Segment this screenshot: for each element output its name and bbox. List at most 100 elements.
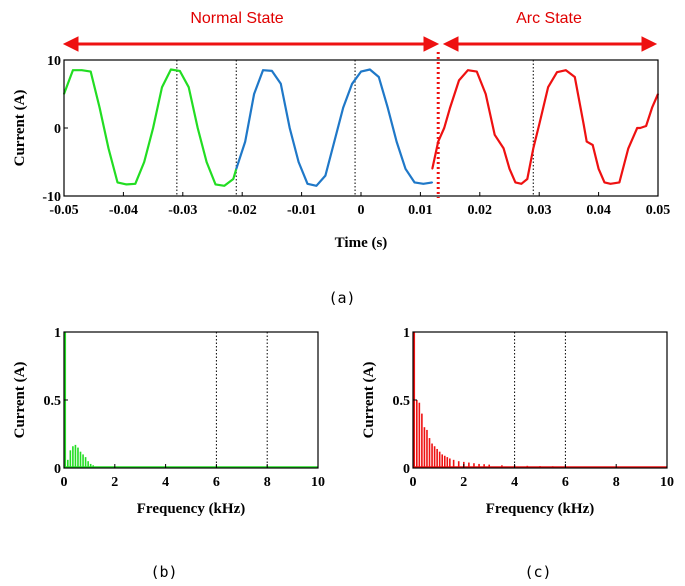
y-tick-label: 0 (403, 462, 410, 477)
data-point (547, 86, 549, 88)
data-point (582, 123, 585, 126)
y-axis-label: Current (A) (12, 362, 28, 439)
data-point (484, 93, 487, 95)
y-tick-label: 10 (47, 54, 61, 69)
data-point (514, 181, 517, 184)
series-line-arc_red (431, 69, 660, 185)
series-line-normal_green (62, 68, 238, 187)
data-point (72, 69, 74, 71)
x-tick-label: 0.01 (408, 203, 433, 218)
arc-state-label: Arc State (516, 10, 582, 27)
data-point (502, 147, 505, 150)
data-point (232, 178, 235, 180)
y-tick-label: -10 (42, 190, 61, 205)
data-point (223, 185, 226, 187)
data-point (152, 127, 154, 129)
x-tick-label: 0.02 (468, 203, 493, 218)
data-point (116, 181, 119, 184)
data-point (413, 181, 416, 184)
plot-frame (412, 331, 668, 469)
x-axis-label: Time (s) (335, 235, 388, 251)
data-point (636, 127, 639, 129)
y-axis-label: Current (A) (12, 90, 28, 167)
data-point (526, 178, 529, 180)
data-point (476, 70, 478, 73)
x-tick-label: 6 (213, 475, 220, 490)
data-point (431, 168, 434, 170)
data-point (235, 168, 238, 170)
x-tick-label: 6 (562, 475, 569, 490)
data-point (306, 182, 309, 185)
data-point (386, 106, 389, 109)
data-point (134, 182, 137, 185)
data-point (262, 69, 264, 71)
data-point (143, 161, 145, 163)
data-point (244, 140, 246, 143)
data-point (520, 182, 523, 185)
plot-frame (63, 331, 319, 469)
y-tick-label: 1 (54, 326, 61, 341)
data-point (196, 127, 199, 129)
x-tick-label: 4 (162, 475, 169, 490)
data-point (98, 106, 101, 109)
data-point (538, 123, 540, 126)
data-point (297, 161, 300, 163)
data-point (585, 140, 588, 143)
x-tick-label: -0.05 (49, 203, 78, 218)
x-tick-label: -0.01 (287, 203, 316, 218)
data-point (315, 185, 318, 187)
x-tick-label: 0 (410, 475, 417, 490)
data-point (493, 134, 496, 136)
x-axis-label: Frequency (kHz) (486, 501, 594, 517)
data-point (280, 83, 282, 85)
series-line-normal_blue (235, 68, 433, 187)
panel-c-label: (c) (524, 563, 551, 581)
data-point (618, 181, 621, 184)
data-point (645, 125, 647, 127)
data-point (324, 174, 327, 177)
y-tick-label: 0 (54, 122, 61, 137)
data-point (288, 127, 291, 129)
data-point (467, 69, 469, 71)
data-point (179, 70, 181, 72)
data-point (591, 144, 594, 146)
x-tick-label: 8 (613, 475, 620, 490)
y-tick-label: 0.5 (393, 394, 411, 409)
y-tick-label: 0.5 (44, 394, 62, 409)
data-point (161, 86, 163, 88)
data-point (597, 168, 600, 170)
data-point (422, 182, 425, 185)
data-point (378, 76, 380, 78)
x-tick-label: 10 (311, 475, 325, 490)
normal-state-label: Normal State (190, 10, 283, 27)
data-point (574, 76, 576, 78)
x-tick-label: -0.03 (168, 203, 197, 218)
data-point (342, 106, 344, 109)
data-point (395, 140, 398, 143)
data-point (89, 70, 92, 73)
data-point (609, 182, 612, 185)
data-point (431, 181, 434, 184)
y-tick-label: 0 (54, 462, 61, 477)
data-point (271, 70, 273, 72)
data-point (639, 127, 641, 129)
x-tick-label: 0.03 (527, 203, 552, 218)
data-point (125, 183, 128, 186)
data-point (565, 69, 567, 71)
data-point (603, 181, 606, 184)
panel-a-label: (a) (328, 289, 355, 307)
chart-b-normal-spectrum: 0 2 4 6 8 10 0 0.5 1 Frequency (kHz) Current (A) (12, 326, 325, 517)
data-point (404, 168, 407, 170)
chart-c-arc-spectrum: 0 2 4 6 8 10 0 0.5 1 Frequency (kHz) Current (A) (361, 326, 674, 517)
data-point (443, 127, 445, 129)
data-point (458, 79, 460, 82)
arc-state-arrow (442, 36, 658, 52)
data-point (81, 69, 83, 71)
data-point (253, 93, 255, 95)
data-point (333, 140, 336, 143)
data-point (107, 147, 110, 150)
data-point (651, 106, 653, 109)
x-tick-label: 0 (358, 203, 365, 218)
x-tick-label: 10 (660, 475, 674, 490)
